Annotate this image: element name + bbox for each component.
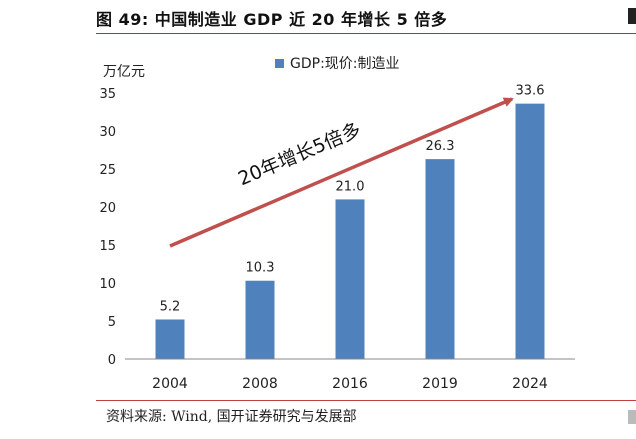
- y-tick-label: 0: [108, 353, 116, 368]
- x-tick-label: 2004: [152, 376, 188, 392]
- edge-mark: [628, 410, 636, 424]
- figure-title: 图 49: 中国制造业 GDP 近 20 年增长 5 倍多: [96, 10, 448, 29]
- bar-chart: 万亿元 GDP:现价:制造业 0 5 10 15 20 25 30 35 5.2 10.3 21.…: [99, 56, 575, 392]
- y-tick-label: 35: [99, 87, 116, 102]
- data-label: 26.3: [426, 139, 455, 154]
- y-tick-label: 15: [99, 239, 116, 254]
- data-label: 10.3: [246, 261, 275, 276]
- y-tick-label: 5: [108, 315, 116, 330]
- legend-swatch: [275, 59, 284, 68]
- x-tick-label: 2019: [422, 376, 458, 392]
- y-tick-label: 20: [99, 201, 116, 216]
- y-tick-label: 10: [99, 277, 116, 292]
- bar-2004: [155, 319, 185, 359]
- x-tick-label: 2024: [512, 376, 548, 392]
- trend-arrow: [169, 97, 514, 248]
- x-tick-label: 2016: [332, 376, 368, 392]
- bar-2016: [335, 199, 365, 359]
- footer-divider: [96, 400, 636, 401]
- data-label: 21.0: [336, 179, 365, 194]
- bar-2008: [245, 280, 275, 359]
- x-tick-label: 2008: [242, 376, 278, 392]
- bar-2019: [425, 159, 455, 359]
- data-label: 33.6: [516, 84, 545, 99]
- legend: GDP:现价:制造业: [275, 56, 400, 72]
- title-divider: [96, 33, 636, 34]
- y-tick-label: 25: [99, 163, 116, 178]
- data-label: 5.2: [160, 299, 181, 314]
- bar-2024: [515, 103, 545, 359]
- edge-mark: [628, 8, 636, 24]
- y-tick-label: 30: [99, 125, 116, 140]
- legend-label: GDP:现价:制造业: [290, 56, 400, 72]
- source-note: 资料来源: Wind, 国开证券研究与发展部: [106, 409, 357, 425]
- y-axis-label: 万亿元: [103, 64, 145, 80]
